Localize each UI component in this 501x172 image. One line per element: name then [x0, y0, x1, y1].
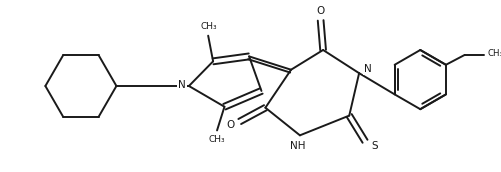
- Text: CH₃: CH₃: [208, 135, 225, 144]
- Text: O: O: [316, 6, 324, 15]
- Text: O: O: [226, 120, 234, 131]
- Text: CH₃: CH₃: [486, 49, 501, 58]
- Text: CH₃: CH₃: [200, 22, 216, 31]
- Text: N: N: [178, 80, 185, 90]
- Text: N: N: [363, 64, 371, 74]
- Text: S: S: [371, 141, 377, 151]
- Text: NH: NH: [290, 141, 305, 151]
